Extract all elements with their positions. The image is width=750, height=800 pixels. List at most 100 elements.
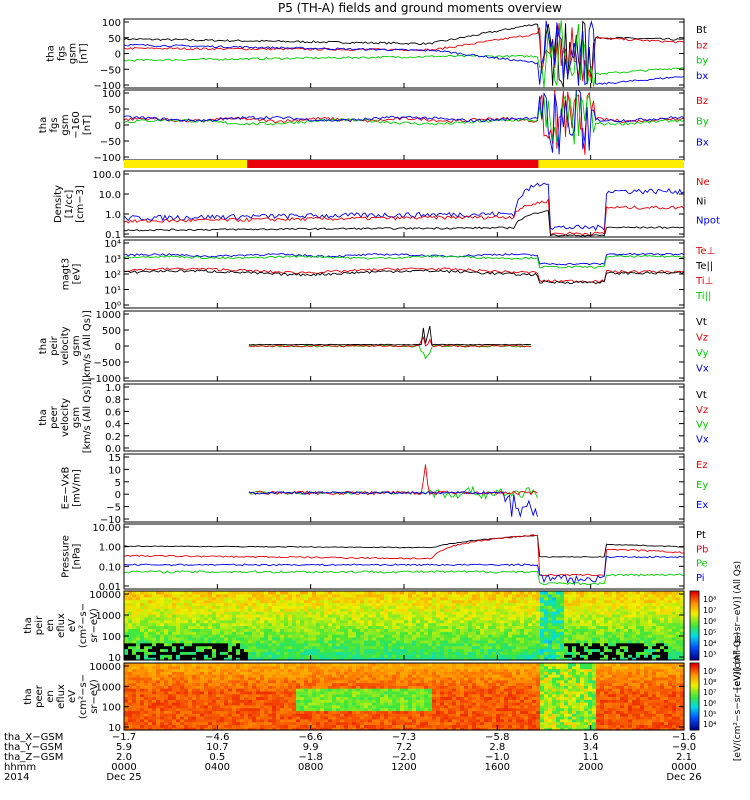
heat-cell — [152, 668, 157, 672]
heat-cell — [540, 616, 545, 621]
heat-cell — [288, 599, 293, 604]
heat-cell — [468, 605, 473, 609]
heat-cell — [636, 614, 641, 618]
heat-cell — [244, 724, 249, 728]
heat-cell — [160, 634, 165, 638]
heat-cell — [140, 693, 145, 698]
heat-cell — [180, 631, 185, 635]
heat-cell — [168, 707, 173, 712]
heat-cell — [440, 631, 445, 635]
heat-cell — [468, 625, 473, 629]
heat-cell — [548, 634, 553, 638]
heat-cell — [388, 622, 393, 627]
heat-cell — [648, 591, 653, 595]
heat-cell — [256, 679, 261, 684]
heat-cell — [196, 721, 201, 726]
heat-cell — [264, 591, 269, 595]
heat-cell — [492, 591, 497, 595]
heat-cell — [604, 645, 609, 650]
heat-cell — [200, 713, 205, 717]
heat-cell — [124, 645, 129, 650]
heat-cell — [524, 608, 529, 612]
heat-cell — [512, 657, 517, 661]
heat-cell — [544, 616, 549, 621]
heat-cell — [656, 616, 661, 621]
heat-cell — [184, 605, 189, 609]
heat-cell — [216, 651, 221, 655]
heat-cell — [420, 628, 425, 632]
heat-cell — [296, 671, 301, 675]
heat-cell — [348, 654, 353, 658]
heat-cell — [192, 625, 197, 629]
heat-cell — [436, 599, 441, 604]
heat-cell — [604, 622, 609, 627]
heat-cell — [424, 631, 429, 635]
heat-cell — [288, 625, 293, 629]
series-line-1 — [123, 534, 685, 577]
heat-cell — [200, 699, 205, 703]
heat-cell — [272, 665, 277, 670]
heat-cell — [168, 602, 173, 606]
heat-cell — [176, 614, 181, 618]
heat-cell — [164, 663, 169, 667]
heat-cell — [548, 648, 553, 652]
heat-cell — [204, 690, 209, 695]
heat-cell — [528, 645, 533, 650]
heat-cell — [432, 619, 437, 624]
heat-cell — [240, 654, 245, 658]
y-axis-label-line: Pressure — [61, 535, 72, 578]
heat-cell — [328, 704, 333, 709]
heat-cell — [408, 616, 413, 621]
heat-cell — [388, 637, 393, 641]
heat-cell — [212, 713, 217, 717]
heat-cell — [132, 611, 137, 615]
heat-cell — [272, 608, 277, 612]
heat-cell — [384, 619, 389, 624]
heat-cell — [288, 676, 293, 681]
heat-cell — [132, 713, 137, 717]
heat-cell — [204, 657, 209, 661]
heat-cell — [556, 631, 561, 635]
heat-cell — [400, 639, 405, 644]
heat-cell — [488, 614, 493, 618]
heat-cell — [300, 642, 305, 647]
heat-cell — [204, 707, 209, 712]
heat-cell — [632, 651, 637, 655]
heat-cell — [488, 602, 493, 606]
heat-cell — [516, 634, 521, 638]
heat-cell — [484, 596, 489, 601]
heat-cell — [664, 619, 669, 624]
heat-cell — [516, 596, 521, 601]
heat-cell — [364, 591, 369, 595]
heat-cell — [324, 631, 329, 635]
heat-cell — [184, 702, 189, 706]
heat-cell — [280, 642, 285, 647]
heat-cell — [460, 645, 465, 650]
heat-cell — [488, 625, 493, 629]
heat-cell — [164, 591, 169, 595]
heat-cell — [160, 651, 165, 655]
heat-cell — [336, 602, 341, 606]
heat-cell — [568, 625, 573, 629]
heat-cell — [352, 619, 357, 624]
heat-cell — [420, 642, 425, 647]
heat-cell — [440, 622, 445, 627]
heat-cell — [148, 690, 153, 695]
heat-cell — [236, 690, 241, 695]
heat-cell — [656, 599, 661, 604]
heat-cell — [528, 625, 533, 629]
heat-cell — [204, 625, 209, 629]
heat-cell — [148, 634, 153, 638]
heat-cell — [644, 602, 649, 606]
heat-cell — [304, 663, 309, 667]
heat-cell — [272, 651, 277, 655]
heat-cell — [596, 634, 601, 638]
heat-cell — [312, 693, 317, 698]
heat-cell — [596, 639, 601, 644]
heat-cell — [292, 696, 297, 700]
heat-cell — [124, 724, 129, 728]
heat-cell — [240, 676, 245, 681]
heat-cell — [156, 724, 161, 728]
heat-cell — [128, 593, 133, 598]
heat-cell — [476, 591, 481, 595]
